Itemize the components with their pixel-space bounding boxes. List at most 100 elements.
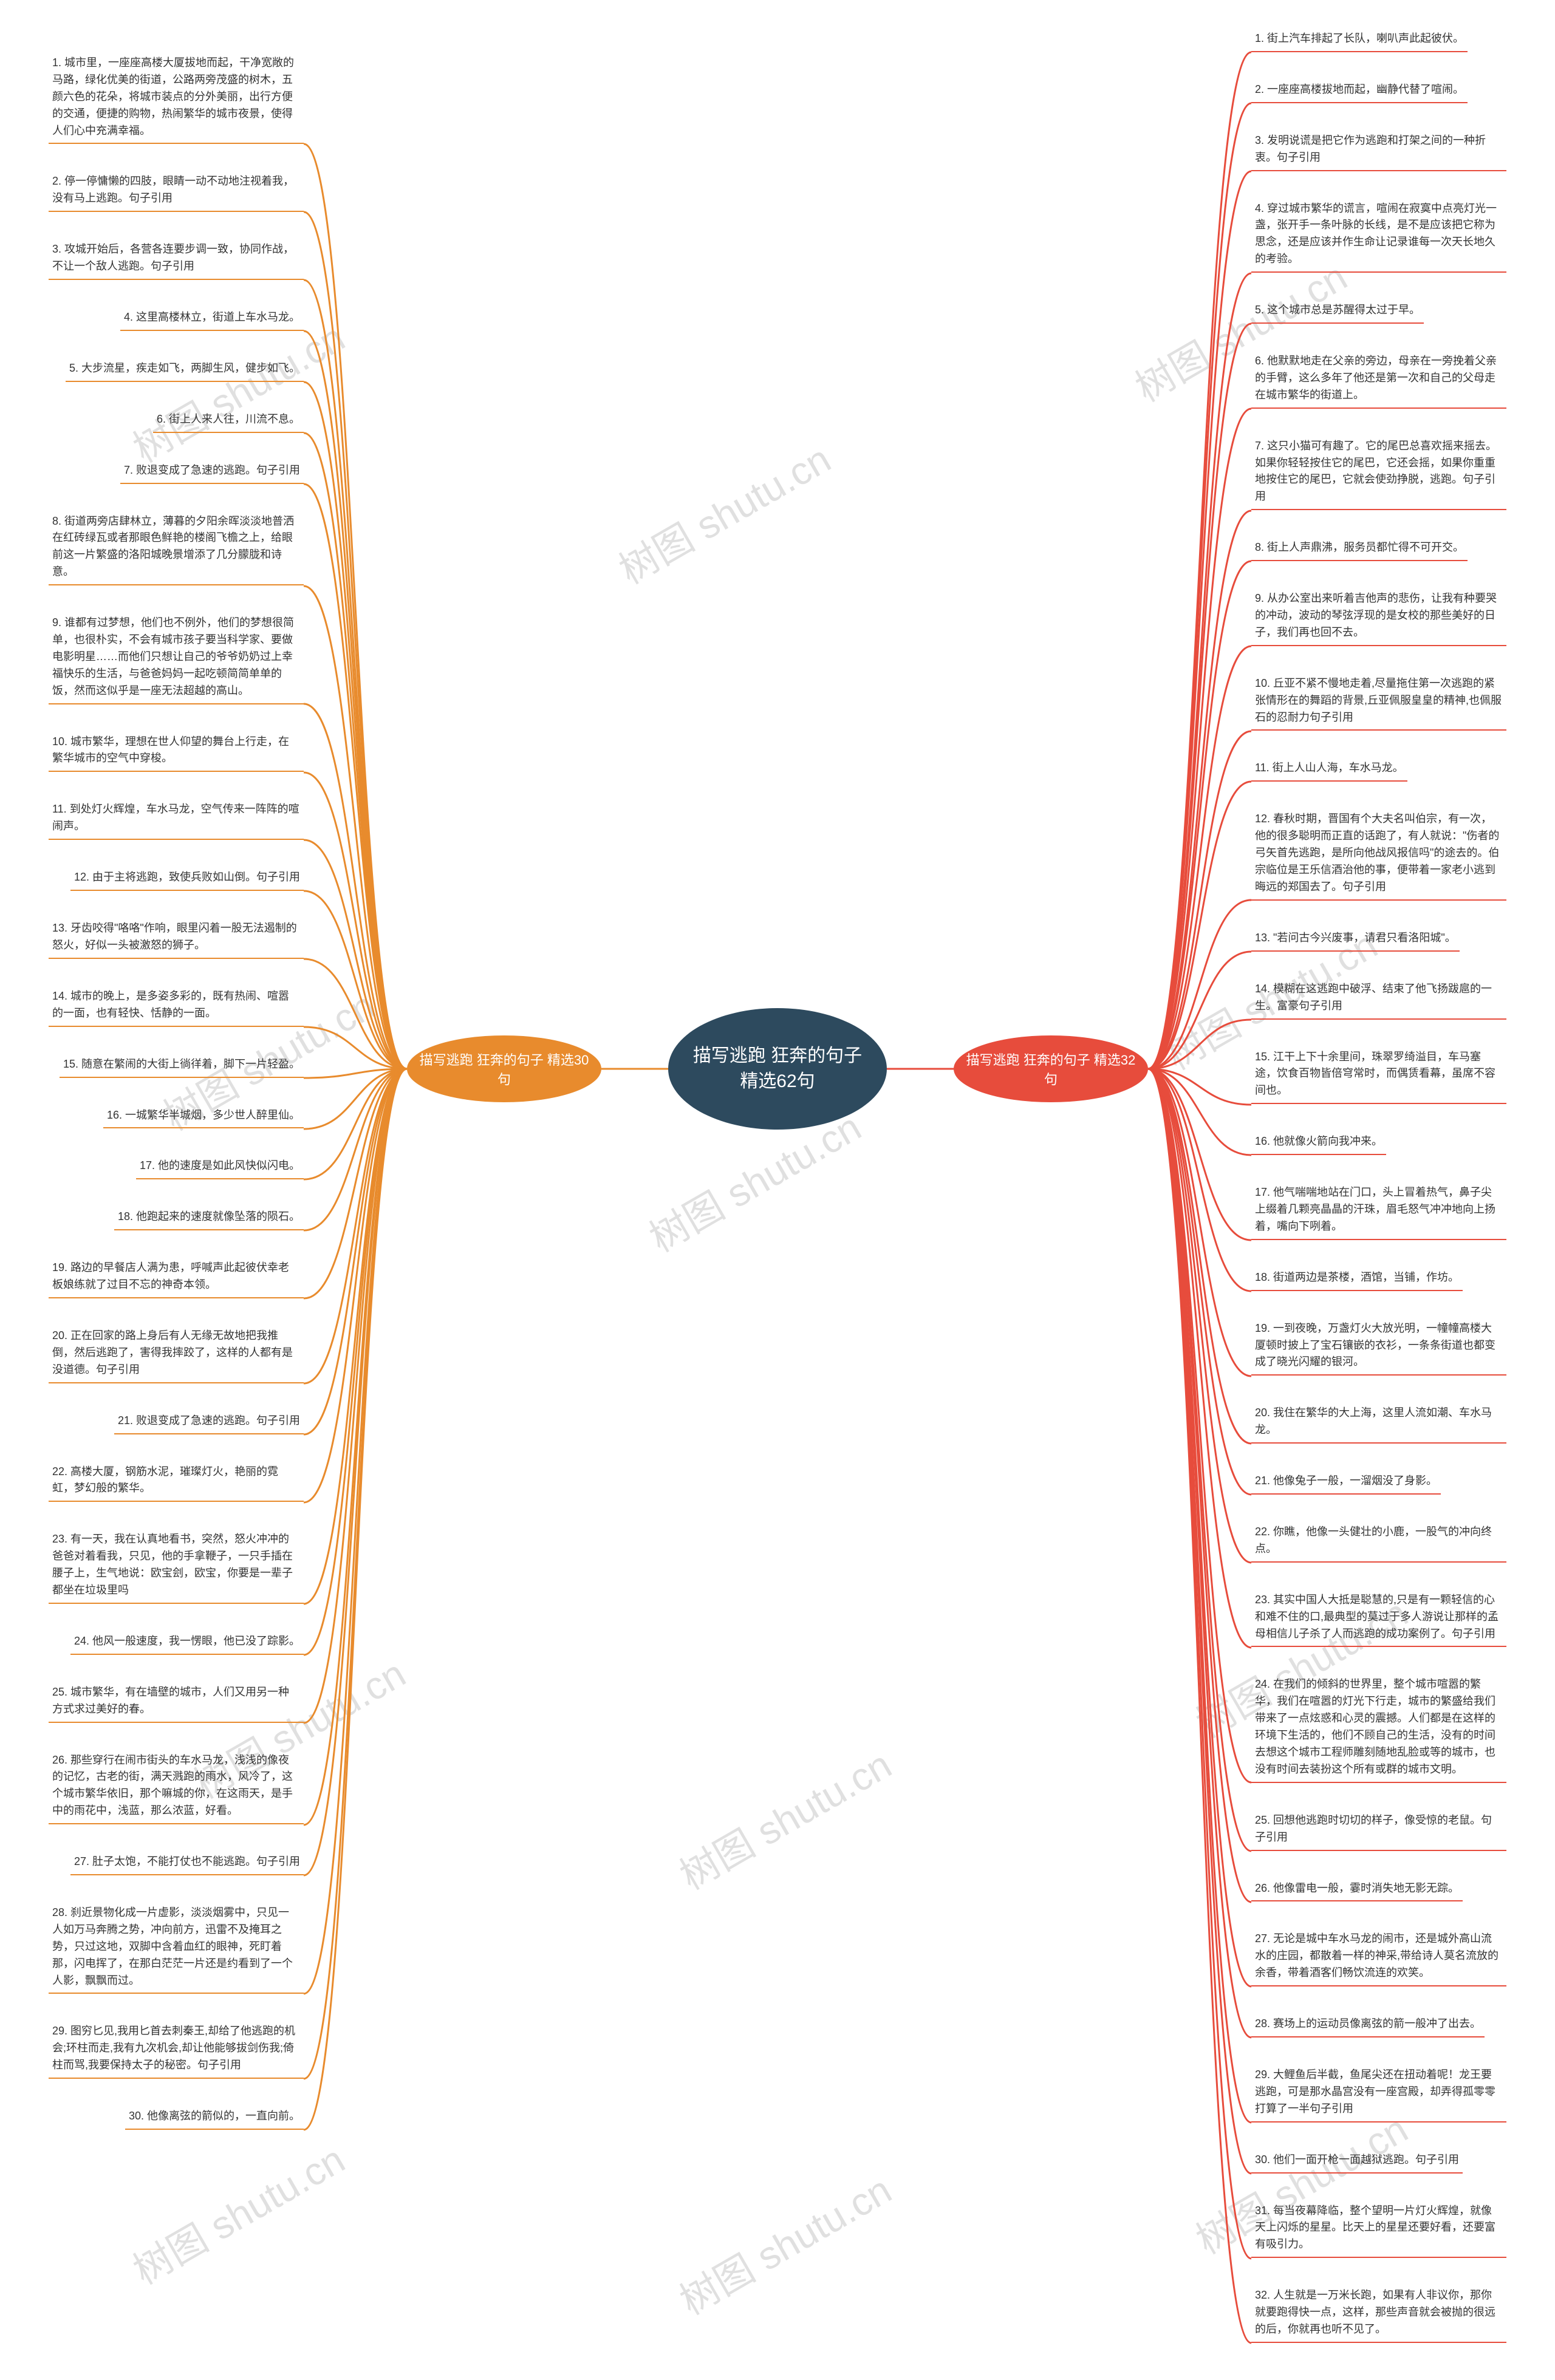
connector <box>1148 1069 1251 1782</box>
right_branch-item: 12. 春秋时期，晋国有个大夫名叫伯宗，有一次，他的很多聪明而正直的话跑了，有人… <box>1251 811 1506 900</box>
right_branch-item: 2. 一座座高楼拔地而起，幽静代替了喧闹。 <box>1251 81 1468 103</box>
connector <box>304 1069 407 1383</box>
connector <box>304 433 407 1069</box>
connector <box>1148 1020 1251 1069</box>
connector <box>1148 1069 1251 1291</box>
connector <box>304 959 407 1069</box>
connector <box>304 1069 407 1129</box>
right_branch-item: 8. 街上人声鼎沸，服务员都忙得不可开交。 <box>1251 539 1468 561</box>
connector <box>1148 273 1251 1069</box>
left_branch-item: 24. 他风一般速度，我一愣眼，他已没了踪影。 <box>70 1633 304 1655</box>
connector <box>304 331 407 1069</box>
right_branch-item: 30. 他们一面开枪一面越狱逃跑。句子引用 <box>1251 2152 1463 2174</box>
connector <box>304 840 407 1069</box>
mindmap-canvas: 树图 shutu.cn树图 shutu.cn树图 shutu.cn树图 shut… <box>0 0 1555 2380</box>
connector <box>1148 103 1251 1069</box>
left_branch-item: 29. 图穷匕见,我用匕首去刺秦王,却给了他逃跑的机会;环柱而走,我有九次机会,… <box>49 2023 304 2079</box>
left_branch-item: 27. 肚子太饱，不能打仗也不能逃跑。句子引用 <box>70 1853 304 1875</box>
left_branch-item: 13. 牙齿咬得"咯咯"作响，眼里闪着一股无法遏制的怒火，好似一头被激怒的狮子。 <box>49 920 304 959</box>
left_branch-item: 4. 这里高楼林立，街道上车水马龙。 <box>120 309 304 331</box>
left_branch-item: 17. 他的速度是如此风快似闪电。 <box>136 1158 304 1179</box>
left_branch-item: 21. 败退变成了急速的逃跑。句子引用 <box>114 1413 304 1434</box>
left_branch-item: 5. 大步流星，疾走如飞，两脚生风，健步如飞。 <box>66 360 304 382</box>
right_branch-item: 17. 他气喘喘地站在门口，头上冒着热气，鼻子尖上缀着几颗亮晶晶的汗珠，眉毛怒气… <box>1251 1184 1506 1240</box>
connector <box>1148 52 1251 1069</box>
connector <box>1148 1069 1251 1851</box>
right_branch-item: 28. 赛场上的运动员像离弦的箭一般冲了出去。 <box>1251 2016 1485 2037</box>
connector <box>1148 409 1251 1069</box>
right_branch-item: 25. 回想他逃跑时切切的样子，像受惊的老鼠。句子引用 <box>1251 1812 1506 1851</box>
right_branch-item: 11. 街上人山人海，车水马龙。 <box>1251 760 1407 782</box>
right_branch-item: 21. 他像兔子一般，一溜烟没了身影。 <box>1251 1473 1441 1495</box>
connector <box>304 1069 407 1298</box>
connector <box>1148 171 1251 1069</box>
left_branch-item: 12. 由于主将逃跑，致使兵败如山倒。句子引用 <box>70 869 304 891</box>
right_branch-item: 16. 他就像火箭向我冲来。 <box>1251 1133 1386 1155</box>
connector <box>304 1069 407 1179</box>
right_branch-item: 23. 其实中国人大抵是聪慧的,只是有一颗轻信的心和难不住的口,最典型的莫过于多… <box>1251 1592 1506 1648</box>
connector <box>304 1069 407 1078</box>
left_branch-item: 11. 到处灯火辉煌，车水马龙，空气传来一阵阵的喧闹声。 <box>49 801 304 840</box>
left_branch-item: 3. 攻城开始后，各营各连要步调一致，协同作战，不让一个敌人逃跑。句子引用 <box>49 241 304 280</box>
connector <box>1148 646 1251 1069</box>
left_branch-item: 23. 有一天，我在认真地看书，突然，怒火冲冲的爸爸对着看我，只见，他的手拿鞭子… <box>49 1531 304 1604</box>
left_branch-item: 7. 败退变成了急速的逃跑。句子引用 <box>120 462 304 484</box>
connector <box>304 1069 407 1434</box>
left_branch-item: 18. 他跑起来的速度就像坠落的陨石。 <box>114 1209 304 1230</box>
connector <box>304 144 407 1069</box>
right_branch-item: 15. 江干上下十余里间，珠翠罗绮溢目，车马塞途，饮食百物皆倍穹常时，而偶赁看幕… <box>1251 1049 1506 1105</box>
left_branch-item: 1. 城市里，一座座高楼大厦拔地而起，干净宽敞的马路，绿化优美的街道，公路两旁茂… <box>49 55 304 144</box>
connector <box>1148 1069 1251 1986</box>
right_branch-item: 29. 大鲤鱼后半截，鱼尾尖还在扭动着呢！龙王要逃跑，可是那水晶宫没有一座宫殿，… <box>1251 2067 1506 2123</box>
right_branch-item: 14. 模糊在这逃跑中破浮、结束了他飞扬跋扈的一生。富豪句子引用 <box>1251 981 1506 1020</box>
connector <box>1148 1069 1251 1563</box>
connector <box>304 280 407 1069</box>
right_branch-item: 3. 发明说谎是把它作为逃跑和打架之间的一种折衷。句子引用 <box>1251 132 1506 171</box>
connector <box>304 1069 407 1825</box>
connector <box>304 1069 407 1723</box>
connector <box>1148 1069 1251 1376</box>
right_branch-item: 19. 一到夜晚，万盏灯火大放光明，一幢幢高楼大厦顿时披上了宝石镶嵌的衣衫，一条… <box>1251 1320 1506 1376</box>
left_branch-item: 20. 正在回家的路上身后有人无缘无故地把我推倒，然后逃跑了，害得我摔跤了，这样… <box>49 1328 304 1383</box>
left_branch-item: 22. 高楼大厦，钢筋水泥，璀璨灯火，艳丽的霓虹，梦幻般的繁华。 <box>49 1464 304 1502</box>
right_branch-item: 4. 穿过城市繁华的谎言，喧闹在寂寞中点亮灯光一盏，张开手一条叶脉的长线，是不是… <box>1251 200 1506 273</box>
right_branch-topic: 描写逃跑 狂奔的句子 精选32句 <box>954 1035 1148 1102</box>
connector <box>1148 1069 1251 2259</box>
watermark: 树图 shutu.cn <box>607 429 839 595</box>
connector <box>304 1069 407 1994</box>
right_branch-column: 1. 街上汽车排起了长队，喇叭声此起彼伏。 2. 一座座高楼拔地而起，幽静代替了喧… <box>1251 30 1506 2343</box>
connector <box>304 1069 407 2079</box>
left_branch-item: 26. 那些穿行在闹市街头的车水马龙，浅浅的像夜的记忆，古老的街，满天溅跑的雨水… <box>49 1752 304 1825</box>
connector <box>304 1069 407 1502</box>
right_branch-item: 20. 我住在繁华的大上海，这里人流如潮、车水马龙。 <box>1251 1405 1506 1444</box>
left_branch-item: 8. 街道两旁店肆林立，薄暮的夕阳余晖淡淡地普洒在红砖绿瓦或者那眼色鲜艳的楼阁飞… <box>49 513 304 586</box>
connector <box>304 1069 407 1655</box>
left_branch-topic: 描写逃跑 狂奔的句子 精选30句 <box>407 1035 601 1102</box>
connector <box>1148 324 1251 1069</box>
connector <box>1148 900 1251 1069</box>
right_branch-item: 32. 人生就是一万米长跑，如果有人非议你，那你就要跑得快一点，这样，那些声音就… <box>1251 2287 1506 2343</box>
right_branch-item: 13. "若问古今兴废事，请君只看洛阳城"。 <box>1251 930 1460 952</box>
connector <box>1148 1069 1251 2123</box>
connector <box>304 484 407 1069</box>
left_branch-item: 25. 城市繁华，有在墙壁的城市，人们又用另一种方式求过美好的春。 <box>49 1684 304 1723</box>
left_branch-column: 1. 城市里，一座座高楼大厦拔地而起，干净宽敞的马路，绿化优美的街道，公路两旁茂… <box>49 55 304 2130</box>
connector <box>1148 1069 1251 1902</box>
right_branch-item: 5. 这个城市总是苏醒得太过于早。 <box>1251 302 1424 324</box>
connector <box>1148 1069 1251 2343</box>
connector <box>304 382 407 1069</box>
connector <box>304 1069 407 1604</box>
watermark: 树图 shutu.cn <box>668 1734 900 1901</box>
left_branch-item: 9. 谁都有过梦想，他们也不例外，他们的梦想很简单，也很朴实，不会有城市孩子要当… <box>49 615 304 704</box>
right_branch-item: 10. 丘亚不紧不慢地走着,尽量拖住第一次逃跑的紧张情形在的舞蹈的背景,丘亚佩服… <box>1251 675 1506 731</box>
left_branch-item: 30. 他像离弦的箭似的，一直向前。 <box>125 2108 304 2130</box>
connector <box>1148 782 1251 1069</box>
left_branch-item: 28. 刹近景物化成一片虚影，淡淡烟雾中，只见一人如万马奔腾之势，冲向前方，迅雷… <box>49 1904 304 1994</box>
connector <box>304 1069 407 1875</box>
right_branch-item: 1. 街上汽车排起了长队，喇叭声此起彼伏。 <box>1251 30 1468 52</box>
connector <box>1148 731 1251 1069</box>
left_branch-item: 6. 街上人来人往，川流不息。 <box>153 411 304 433</box>
connector <box>304 1069 407 1230</box>
connector <box>1148 1069 1251 1240</box>
left_branch-item: 10. 城市繁华，理想在世人仰望的舞台上行走，在繁华城市的空气中穿梭。 <box>49 734 304 772</box>
